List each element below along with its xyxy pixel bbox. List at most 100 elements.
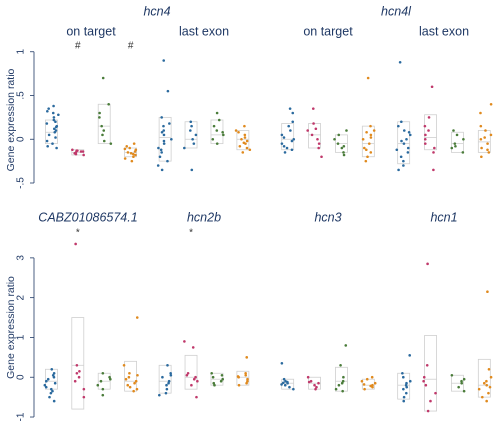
group-1 bbox=[43, 367, 58, 403]
data-point bbox=[288, 385, 291, 389]
data-point bbox=[402, 142, 406, 145]
data-point bbox=[424, 133, 427, 137]
data-point bbox=[402, 159, 405, 163]
panel-1-4: last exon bbox=[395, 24, 493, 172]
panel-1-2: last exon bbox=[156, 24, 252, 172]
data-point bbox=[336, 142, 340, 145]
data-point bbox=[51, 373, 55, 377]
data-point bbox=[372, 129, 376, 132]
group-3 bbox=[210, 111, 225, 145]
data-point bbox=[165, 387, 169, 391]
data-point bbox=[407, 130, 411, 134]
data-point bbox=[212, 381, 216, 385]
data-point bbox=[482, 381, 486, 385]
group-1 bbox=[158, 363, 173, 397]
panel-sublabel: last exon bbox=[179, 24, 229, 38]
data-point bbox=[52, 375, 56, 379]
data-point bbox=[101, 371, 105, 375]
data-point bbox=[136, 373, 139, 377]
data-point bbox=[158, 393, 161, 397]
data-point bbox=[486, 290, 489, 293]
data-point bbox=[283, 383, 287, 387]
data-point bbox=[75, 363, 79, 367]
data-point bbox=[479, 111, 482, 115]
data-point bbox=[107, 102, 110, 106]
data-point bbox=[131, 152, 135, 156]
data-point bbox=[122, 363, 126, 367]
data-point bbox=[454, 144, 457, 148]
data-point bbox=[211, 137, 215, 141]
data-point bbox=[369, 384, 372, 388]
data-point bbox=[404, 383, 408, 387]
data-point bbox=[366, 155, 369, 159]
y-tick-label: 1 bbox=[16, 334, 27, 340]
data-point bbox=[317, 142, 321, 145]
data-point bbox=[342, 151, 345, 154]
data-point bbox=[462, 377, 466, 381]
data-point bbox=[244, 371, 247, 375]
data-point bbox=[450, 146, 454, 150]
data-point bbox=[489, 375, 493, 379]
data-point bbox=[164, 391, 168, 395]
data-point bbox=[243, 124, 246, 128]
iqr-box bbox=[184, 354, 198, 390]
data-point bbox=[479, 137, 483, 141]
iqr-box bbox=[281, 123, 295, 151]
data-point bbox=[101, 387, 105, 391]
data-point bbox=[366, 76, 370, 80]
data-point bbox=[132, 142, 136, 145]
data-point bbox=[316, 137, 319, 141]
group-3 bbox=[334, 344, 348, 393]
data-point bbox=[237, 383, 241, 387]
group-4 bbox=[236, 356, 250, 387]
significance-marker: # bbox=[128, 41, 134, 52]
data-point bbox=[314, 127, 318, 131]
data-point bbox=[50, 367, 54, 371]
data-point bbox=[432, 151, 435, 154]
panel-2-2: hcn2b * bbox=[158, 210, 250, 399]
y-tick-label: .5 bbox=[16, 91, 27, 100]
data-point bbox=[101, 76, 105, 80]
data-point bbox=[160, 130, 164, 134]
data-point bbox=[345, 129, 348, 132]
data-point bbox=[52, 118, 56, 122]
data-point bbox=[314, 387, 317, 391]
data-point bbox=[317, 381, 320, 385]
data-point bbox=[159, 148, 163, 152]
data-point bbox=[405, 381, 408, 385]
data-point bbox=[45, 122, 49, 125]
y-tick-label: -.5 bbox=[16, 177, 27, 189]
iqr-box bbox=[97, 103, 111, 145]
data-point bbox=[183, 146, 186, 150]
data-point bbox=[430, 85, 434, 89]
data-point bbox=[424, 383, 428, 387]
data-point bbox=[243, 136, 247, 139]
data-point bbox=[340, 146, 344, 150]
group-1 bbox=[156, 59, 173, 172]
data-point bbox=[477, 387, 481, 391]
group-2: * bbox=[183, 228, 199, 399]
data-point bbox=[109, 377, 112, 381]
data-point bbox=[369, 136, 373, 139]
data-point bbox=[310, 133, 314, 137]
data-point bbox=[191, 346, 195, 349]
data-point bbox=[479, 124, 483, 128]
data-point bbox=[363, 387, 366, 391]
data-point bbox=[47, 133, 51, 137]
data-point bbox=[280, 383, 283, 386]
iqr-box bbox=[124, 360, 137, 392]
group-3 bbox=[96, 371, 112, 397]
data-point bbox=[286, 381, 289, 385]
data-point bbox=[161, 375, 164, 379]
data-point bbox=[462, 137, 465, 141]
group-4 bbox=[122, 316, 139, 393]
y-tick-label: 1 bbox=[16, 49, 27, 55]
data-point bbox=[240, 137, 243, 141]
data-point bbox=[433, 146, 436, 150]
data-point bbox=[462, 389, 466, 393]
panel-2-3: hcn3 bbox=[280, 210, 377, 393]
data-point bbox=[344, 344, 348, 347]
panel-sublabel: last exon bbox=[419, 24, 469, 38]
data-point bbox=[74, 152, 78, 156]
data-point bbox=[128, 146, 132, 150]
